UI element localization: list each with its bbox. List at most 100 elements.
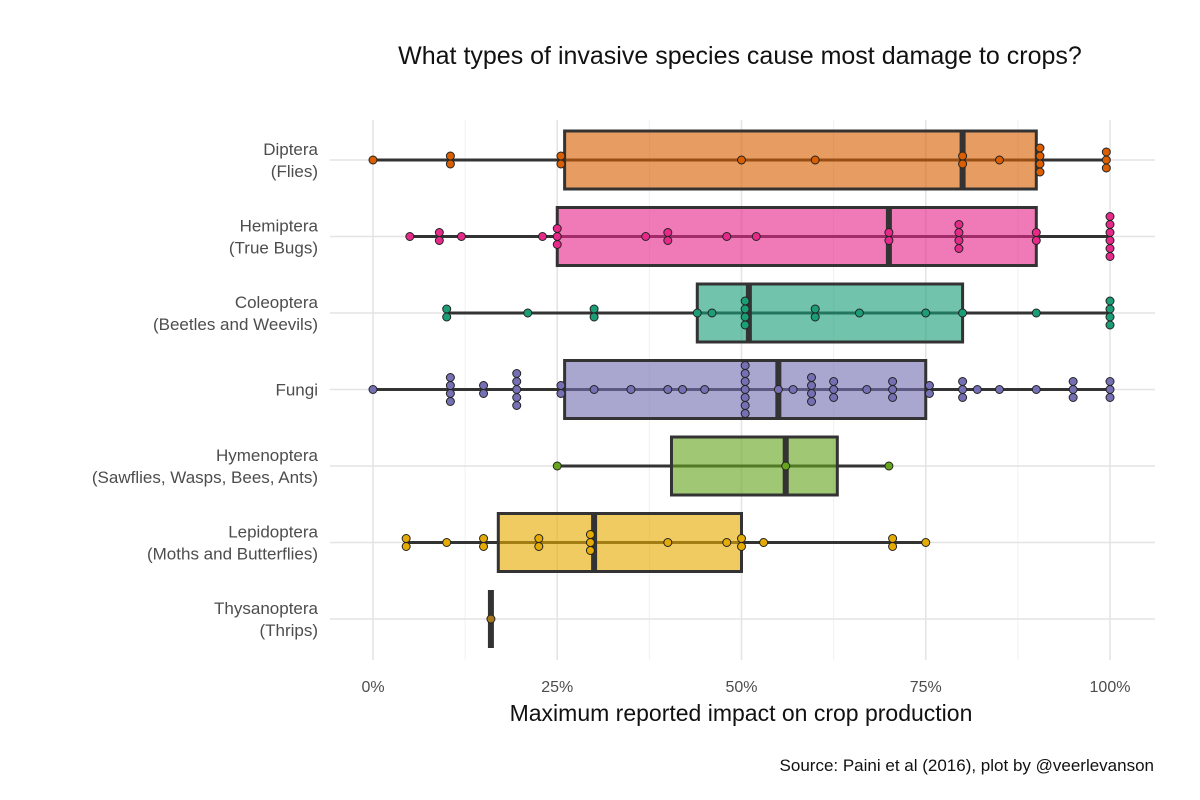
x-tick-label: 75% (910, 679, 942, 696)
x-tick-label: 25% (541, 679, 573, 696)
category-label-hemiptera: Hemiptera (240, 217, 319, 236)
data-point-fungi (958, 377, 968, 386)
data-point-diptera (810, 155, 820, 165)
data-point-coleoptera (810, 304, 820, 314)
data-point-coleoptera (740, 320, 750, 330)
x-tick-label: 0% (361, 679, 384, 696)
data-point-fungi (958, 393, 968, 402)
category-label-diptera: (Flies) (271, 162, 318, 181)
data-point-fungi (829, 385, 839, 394)
data-point-diptera (1035, 167, 1045, 177)
source-caption: Source: Paini et al (2016), plot by @vee… (779, 756, 1154, 775)
data-point-lepidoptera (663, 538, 673, 547)
data-point-coleoptera (707, 308, 717, 318)
data-point-diptera (1101, 163, 1111, 173)
data-point-hymenoptera (884, 461, 894, 471)
data-point-fungi (740, 393, 750, 402)
data-point-hemiptera (552, 240, 562, 249)
data-point-diptera (556, 151, 566, 161)
data-point-lepidoptera (479, 542, 489, 551)
data-point-fungi (924, 389, 934, 398)
data-point-hemiptera (884, 236, 894, 245)
data-point-fungi (740, 369, 750, 378)
category-label-hymenoptera: (Sawflies, Wasps, Bees, Ants) (92, 468, 318, 487)
category-label-coleoptera: (Beetles and Weevils) (153, 315, 318, 334)
data-point-fungi (788, 385, 798, 394)
data-point-fungi (445, 373, 455, 382)
box-diptera (563, 129, 1038, 191)
box-coleoptera (695, 282, 965, 344)
data-point-lepidoptera (585, 546, 595, 555)
data-point-fungi (512, 401, 522, 410)
data-point-fungi (479, 381, 489, 390)
data-point-lepidoptera (401, 542, 411, 551)
data-point-fungi (1031, 385, 1041, 394)
data-point-fungi (589, 385, 599, 394)
data-point-coleoptera (1105, 320, 1115, 330)
data-point-hemiptera (434, 228, 444, 237)
data-point-coleoptera (1031, 308, 1041, 318)
data-point-hemiptera (954, 244, 964, 253)
category-label-thysanoptera: Thysanoptera (214, 599, 318, 618)
data-point-fungi (663, 385, 673, 394)
data-point-hemiptera (1105, 252, 1115, 261)
data-point-lepidoptera (534, 534, 544, 543)
data-point-coleoptera (589, 304, 599, 314)
data-point-diptera (1035, 143, 1045, 153)
data-point-coleoptera (1105, 296, 1115, 306)
data-point-coleoptera (921, 308, 931, 318)
data-point-fungi (1105, 377, 1115, 386)
data-point-lepidoptera (759, 538, 769, 547)
data-point-hemiptera (954, 236, 964, 245)
data-point-hemiptera (663, 228, 673, 237)
data-point-lepidoptera (585, 530, 595, 539)
data-point-lepidoptera (888, 534, 898, 543)
data-point-fungi (1105, 393, 1115, 402)
data-point-hemiptera (1105, 228, 1115, 237)
category-label-hymenoptera: Hymenoptera (216, 446, 319, 465)
data-point-lepidoptera (585, 538, 595, 547)
data-point-fungi (445, 397, 455, 406)
data-point-fungi (807, 373, 817, 382)
data-point-diptera (994, 155, 1004, 165)
data-point-coleoptera (523, 308, 533, 318)
data-point-fungi (1068, 377, 1078, 386)
data-point-hemiptera (1031, 236, 1041, 245)
category-label-diptera: Diptera (263, 140, 318, 159)
point-layer (368, 143, 1115, 624)
data-point-coleoptera (1105, 304, 1115, 314)
data-point-fungi (888, 377, 898, 386)
data-point-lepidoptera (888, 542, 898, 551)
data-point-diptera (958, 159, 968, 169)
data-point-fungi (888, 385, 898, 394)
data-point-thysanoptera (486, 614, 496, 624)
data-point-diptera (958, 151, 968, 161)
data-point-fungi (1068, 385, 1078, 394)
data-point-fungi (994, 385, 1004, 394)
data-point-lepidoptera (534, 542, 544, 551)
data-point-fungi (512, 385, 522, 394)
data-point-coleoptera (442, 312, 452, 322)
category-label-fungi: Fungi (275, 381, 318, 400)
data-point-fungi (445, 381, 455, 390)
box-lepidoptera (496, 512, 744, 573)
x-tick-label: 50% (725, 679, 757, 696)
data-point-hemiptera (751, 232, 761, 241)
data-point-fungi (924, 381, 934, 390)
data-point-fungi (862, 385, 872, 394)
category-label-lepidoptera: (Moths and Butterflies) (147, 545, 318, 564)
data-point-lepidoptera (737, 542, 746, 551)
data-point-hemiptera (663, 236, 673, 245)
data-point-hemiptera (552, 232, 562, 241)
data-point-lepidoptera (401, 534, 411, 543)
data-point-coleoptera (740, 304, 750, 314)
data-point-hymenoptera (552, 461, 562, 471)
data-point-fungi (445, 389, 455, 398)
category-label-thysanoptera: (Thrips) (259, 621, 318, 640)
data-point-lepidoptera (479, 534, 489, 543)
data-point-hemiptera (954, 220, 964, 229)
label-layer: 0% 25% 50% 75% 100% Diptera (Flies) Hemiptera (T… (92, 140, 1131, 696)
data-point-lepidoptera (722, 538, 732, 547)
data-point-fungi (479, 389, 489, 398)
